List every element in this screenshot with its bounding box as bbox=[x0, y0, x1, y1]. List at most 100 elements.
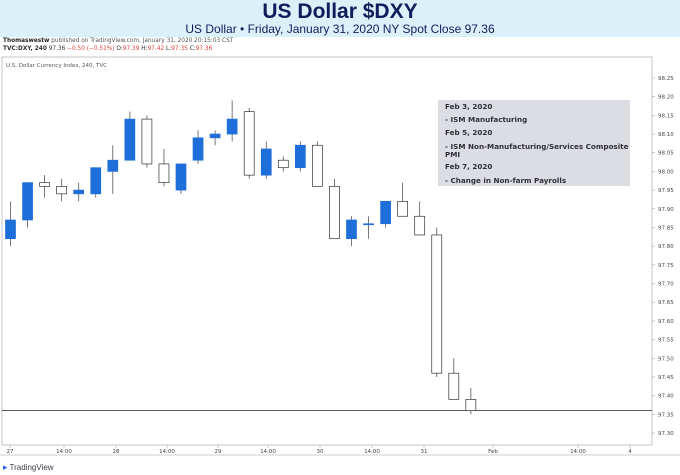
candle[interactable] bbox=[414, 201, 426, 236]
candle[interactable] bbox=[22, 182, 33, 228]
close-value: 97.36 bbox=[195, 46, 213, 52]
close-label: C: bbox=[189, 46, 196, 52]
y-tick-label: 97.60 bbox=[658, 319, 674, 325]
candle[interactable] bbox=[346, 216, 357, 247]
candle[interactable] bbox=[175, 163, 187, 194]
event-item-2: - ISM Non-Manufacturing/Services Composi… bbox=[445, 142, 629, 151]
candle-body-down bbox=[56, 186, 68, 195]
symbol-label: TVC:DXY, 240 bbox=[3, 46, 47, 52]
event-date-2: Feb 5, 2020 bbox=[445, 128, 493, 137]
y-tick-label: 98.05 bbox=[658, 151, 674, 157]
candle[interactable] bbox=[397, 182, 408, 217]
candle[interactable] bbox=[56, 178, 68, 202]
y-tick-label: 97.30 bbox=[658, 431, 674, 437]
low-label: L: bbox=[166, 46, 172, 52]
candle[interactable] bbox=[260, 141, 272, 179]
candle-body-up bbox=[73, 189, 85, 195]
candle[interactable] bbox=[329, 178, 340, 240]
author-name[interactable]: Thomaswestw bbox=[3, 38, 50, 44]
candle[interactable] bbox=[107, 145, 119, 194]
event-item-2-cont: PMI bbox=[445, 150, 461, 159]
candle-body-up bbox=[363, 223, 374, 226]
candle-body-up bbox=[175, 163, 187, 191]
candle[interactable] bbox=[192, 130, 204, 164]
candle-body-up bbox=[5, 219, 16, 240]
candle[interactable] bbox=[363, 216, 374, 239]
y-tick-label: 98.25 bbox=[658, 76, 674, 82]
x-tick-label: 14:00 bbox=[570, 449, 586, 455]
candle[interactable] bbox=[431, 227, 443, 377]
candle[interactable] bbox=[209, 130, 221, 146]
candle-body-down bbox=[158, 163, 170, 183]
chart-title: U.S. Dollar Currency Index, 240, TVC bbox=[6, 63, 107, 69]
candle-body-down bbox=[431, 234, 443, 374]
candle-body-up bbox=[380, 200, 391, 225]
header-banner: US Dollar $DXY US Dollar • Friday, Janua… bbox=[0, 0, 680, 37]
candle-body-up bbox=[226, 118, 238, 135]
candle[interactable] bbox=[226, 100, 238, 142]
x-tick-label: 14:00 bbox=[159, 449, 175, 455]
candle-body-up bbox=[260, 148, 272, 176]
publish-text: published on TradingView.com, January 31… bbox=[51, 38, 234, 44]
open-label: O: bbox=[116, 46, 123, 52]
candle-body-down bbox=[243, 111, 255, 176]
candle[interactable] bbox=[90, 167, 102, 198]
candle[interactable] bbox=[243, 107, 255, 179]
open-value: 97.39 bbox=[122, 46, 140, 52]
ohlc-readout: TVC:DXY, 240 97.36 −0.50 (−0.51%) O:97.3… bbox=[3, 46, 212, 52]
candle-body-down bbox=[141, 118, 153, 165]
y-tick-label: 97.45 bbox=[658, 375, 674, 381]
candle[interactable] bbox=[312, 141, 323, 187]
x-tick-label: 30 bbox=[317, 449, 324, 455]
y-tick-label: 97.55 bbox=[658, 338, 674, 344]
tradingview-logo[interactable]: ▸ TradingView bbox=[3, 462, 54, 473]
candle[interactable] bbox=[158, 149, 170, 187]
y-tick-label: 98.15 bbox=[658, 113, 674, 119]
candle-body-up bbox=[192, 137, 204, 161]
candle[interactable] bbox=[124, 111, 136, 161]
y-tick-label: 98.10 bbox=[658, 132, 674, 138]
candle[interactable] bbox=[5, 201, 16, 247]
low-value: 97.35 bbox=[171, 46, 188, 52]
candle[interactable] bbox=[380, 200, 391, 228]
page-title: US Dollar $DXY bbox=[262, 0, 418, 23]
candle-body-down bbox=[465, 399, 477, 411]
y-tick-label: 97.80 bbox=[658, 244, 674, 250]
event-date-1: Feb 3, 2020 bbox=[445, 102, 493, 111]
x-tick-label: 27 bbox=[7, 449, 14, 455]
events-legend: Feb 3, 2020 - ISM Manufacturing Feb 5, 2… bbox=[438, 100, 630, 186]
publish-info: Thomaswestw published on TradingView.com… bbox=[3, 38, 233, 44]
y-tick-label: 97.75 bbox=[658, 263, 674, 269]
y-tick-label: 97.95 bbox=[658, 188, 674, 194]
x-tick-label: 4 bbox=[628, 449, 632, 455]
candle[interactable] bbox=[141, 115, 153, 168]
page-subtitle: US Dollar • Friday, January 31, 2020 NY … bbox=[185, 22, 495, 36]
x-tick-label: 14:00 bbox=[364, 449, 380, 455]
x-tick-label: 14:00 bbox=[56, 449, 72, 455]
event-date-3: Feb 7, 2020 bbox=[445, 162, 493, 171]
candle-body-down bbox=[277, 159, 289, 169]
x-tick-label: 31 bbox=[421, 449, 428, 455]
x-tick-label: 29 bbox=[215, 449, 222, 455]
tradingview-icon: ▸ bbox=[3, 462, 8, 472]
candle-body-up bbox=[346, 219, 357, 240]
y-tick-label: 97.65 bbox=[658, 300, 674, 306]
candle[interactable] bbox=[277, 156, 289, 172]
price-change: −0.50 (−0.51%) bbox=[67, 46, 115, 52]
candle[interactable] bbox=[465, 388, 477, 415]
candle-body-up bbox=[295, 144, 306, 169]
candle[interactable] bbox=[73, 182, 85, 202]
y-tick-label: 97.85 bbox=[658, 225, 674, 231]
candle-body-down bbox=[414, 215, 426, 236]
candle[interactable] bbox=[448, 358, 460, 400]
candle[interactable] bbox=[39, 175, 50, 198]
candle-body-up bbox=[90, 167, 102, 195]
candle-body-up bbox=[209, 133, 221, 139]
candle-body-down bbox=[329, 186, 340, 240]
y-tick-label: 97.35 bbox=[658, 412, 674, 418]
high-label: H: bbox=[141, 46, 148, 52]
last-price: 97.36 bbox=[48, 46, 66, 52]
candle[interactable] bbox=[295, 141, 306, 172]
plot-area bbox=[1, 56, 653, 446]
